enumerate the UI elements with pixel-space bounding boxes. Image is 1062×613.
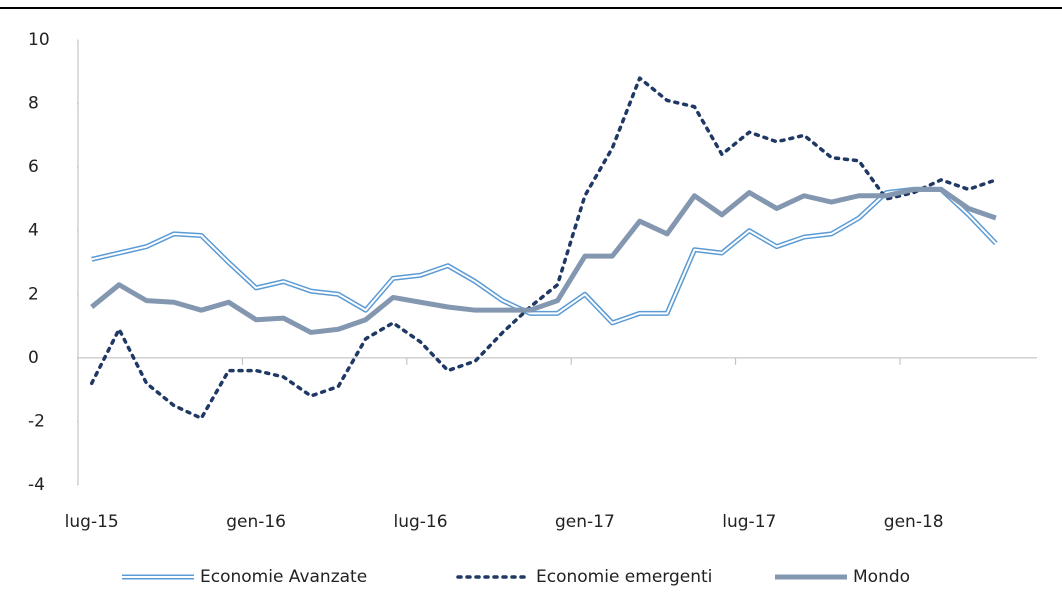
x-tick-label: lug-17 — [722, 512, 776, 532]
y-tick-label: 0 — [28, 348, 39, 368]
series-line — [89, 76, 998, 420]
legend-label: Economie Avanzate — [200, 567, 367, 587]
x-tick-label: gen-16 — [226, 512, 286, 532]
x-tick-label: lug-15 — [65, 512, 119, 532]
series-line — [91, 188, 997, 324]
y-tick-label: -4 — [28, 475, 45, 495]
legend-label: Economie emergenti — [536, 567, 712, 587]
x-tick-label: lug-16 — [393, 512, 447, 532]
x-tick-label: gen-18 — [884, 512, 944, 532]
y-tick-label: 10 — [28, 30, 50, 50]
y-tick-label: 6 — [28, 157, 39, 177]
y-tick-label: 8 — [28, 94, 39, 114]
y-tick-label: 2 — [28, 284, 39, 304]
y-tick-label: -2 — [28, 411, 45, 431]
legend-label: Mondo — [853, 567, 910, 587]
series-line — [90, 186, 997, 335]
x-tick-label: gen-17 — [555, 512, 615, 532]
y-tick-label: 4 — [28, 221, 39, 241]
